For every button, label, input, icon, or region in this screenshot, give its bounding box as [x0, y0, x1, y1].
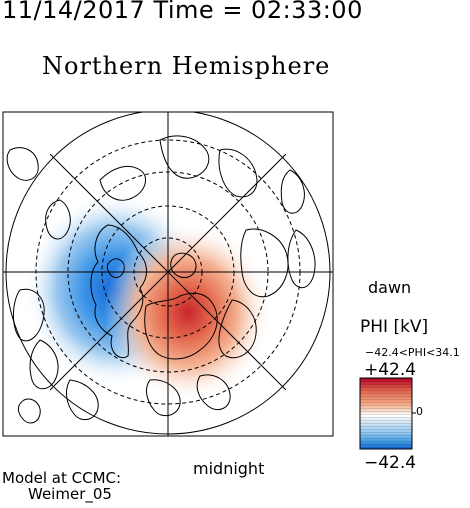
page-title: Northern Hemisphere [42, 52, 331, 80]
colorbar-min-label: −42.4 [364, 453, 417, 473]
colorbar-zero-label: 0 [416, 405, 423, 418]
credit-line-1: Model at CCMC: [2, 469, 122, 487]
midnight-label: midnight [193, 459, 265, 478]
dawn-label: dawn [368, 278, 412, 297]
positive-potential-cell [104, 222, 272, 402]
timestamp: 11/14/2017 Time = 02:33:00 [2, 0, 363, 24]
colorbar-range: −42.4<PHI<34.1 [365, 346, 460, 359]
colorbar-max-label: +42.4 [364, 360, 417, 380]
colorbar-title: PHI [kV] [360, 317, 429, 337]
meridian-lines [3, 112, 333, 436]
credit-line-2: Weimer_05 [28, 485, 112, 503]
colorbar-texture [360, 378, 412, 449]
